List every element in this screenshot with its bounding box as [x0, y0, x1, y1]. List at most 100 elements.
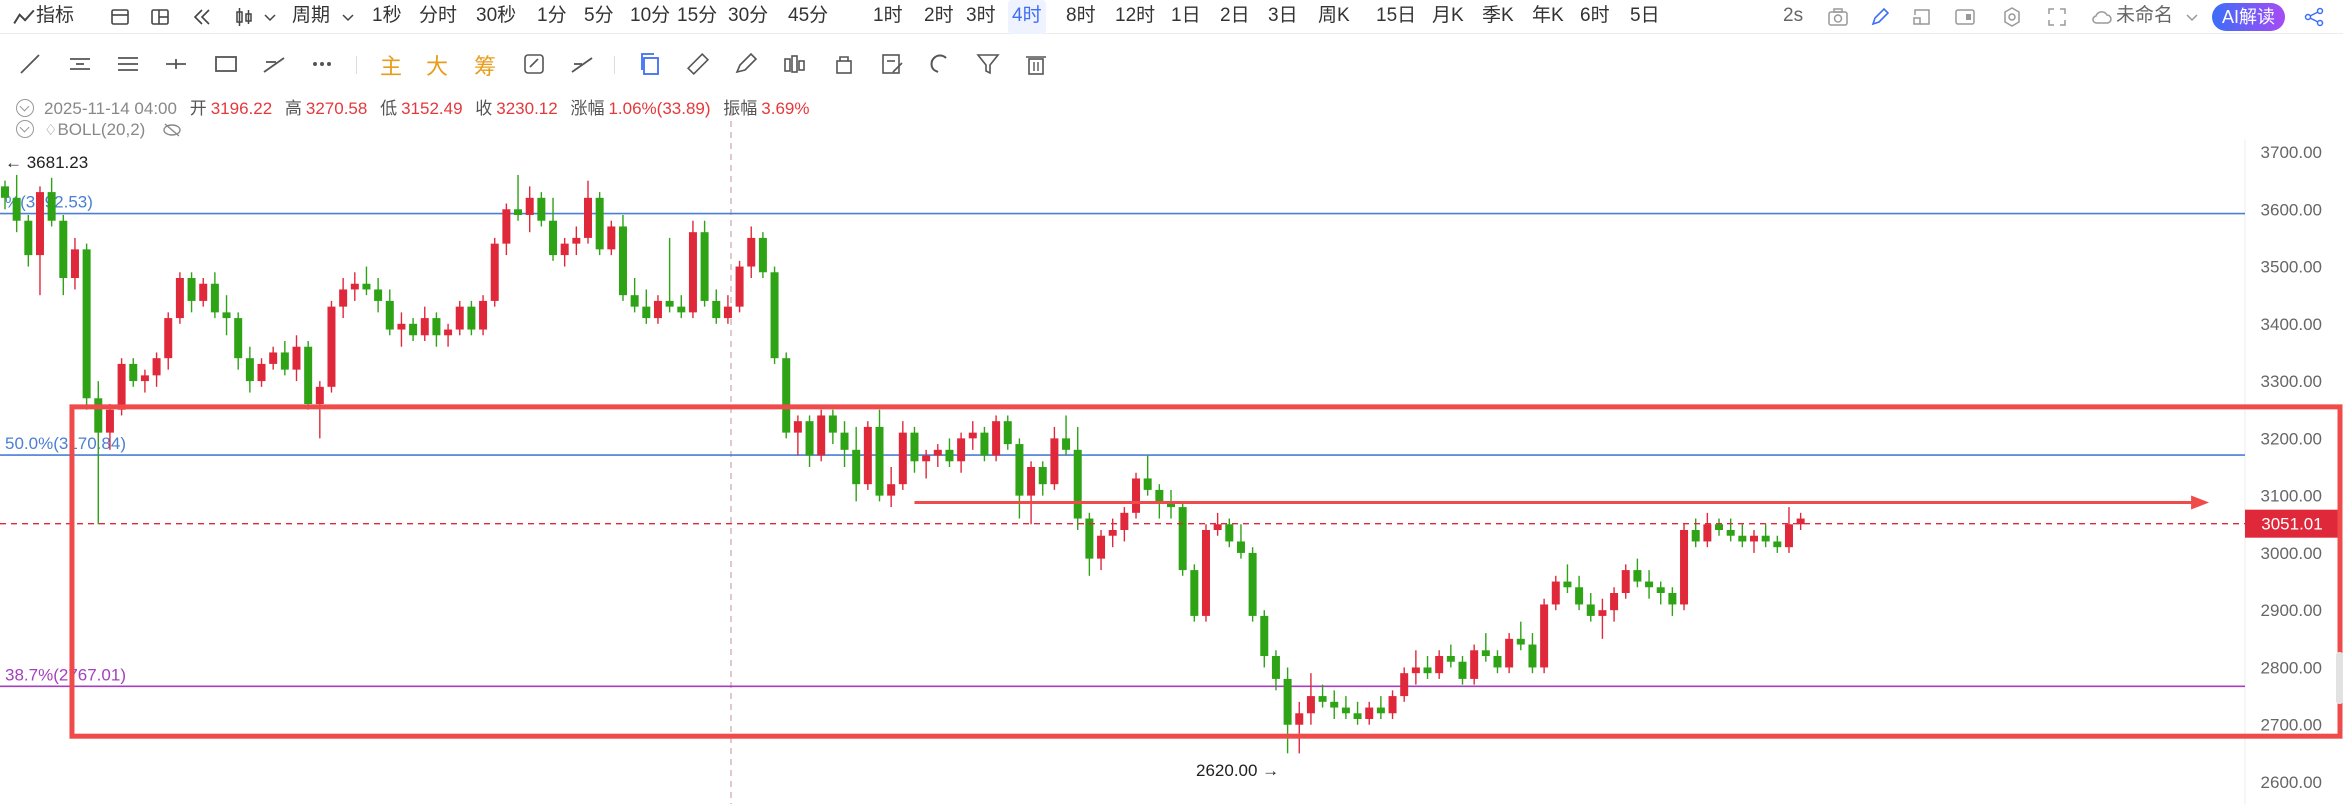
- interval-22[interactable]: 年K: [1532, 5, 1564, 26]
- interval-17[interactable]: 3日: [1268, 5, 1298, 26]
- horizontal-line-icon[interactable]: [162, 50, 190, 78]
- interval-6[interactable]: 15分: [677, 5, 718, 26]
- measure-icon[interactable]: [260, 50, 288, 78]
- candle-body: [758, 237, 767, 273]
- parallel-channel-icon[interactable]: [66, 50, 94, 78]
- indicator-button[interactable]: 指标: [36, 5, 75, 26]
- candle-body: [269, 352, 278, 364]
- interval-20[interactable]: 月K: [1432, 5, 1464, 26]
- scroll-handle: [2336, 652, 2343, 704]
- candle-body: [385, 300, 394, 330]
- drawing-toolbar: 主 大 筹: [0, 46, 2343, 84]
- bell-icon[interactable]: ♢: [44, 122, 58, 139]
- interval-11[interactable]: 3时: [966, 5, 996, 26]
- candle-body: [1738, 535, 1747, 542]
- period-button[interactable]: 周期: [292, 5, 331, 26]
- filter-icon[interactable]: [974, 50, 1002, 78]
- interval-10[interactable]: 2时: [924, 5, 954, 26]
- candle-body: [1341, 707, 1350, 714]
- interval-16[interactable]: 2日: [1220, 5, 1250, 26]
- large-order-tool[interactable]: 大: [426, 54, 449, 79]
- indicator-icon[interactable]: [12, 6, 35, 28]
- indicator-name[interactable]: BOLL(20,2): [57, 120, 146, 139]
- interval-21[interactable]: 季K: [1482, 5, 1514, 26]
- chevron-down-icon[interactable]: [336, 5, 354, 29]
- candlestick-icon[interactable]: [232, 5, 256, 29]
- more-icon[interactable]: [308, 50, 336, 78]
- candle-body: [175, 278, 184, 319]
- interval-13[interactable]: 8时: [1066, 5, 1096, 26]
- candle-body: [677, 306, 686, 313]
- interval-3[interactable]: 1分: [537, 5, 567, 26]
- interval-18[interactable]: 周K: [1318, 5, 1350, 26]
- collapse-icon[interactable]: [16, 99, 34, 117]
- chevron-down-icon[interactable]: [258, 5, 276, 29]
- interval-2[interactable]: 30秒: [476, 5, 517, 26]
- interval-23[interactable]: 6时: [1580, 5, 1610, 26]
- candle-body: [467, 306, 476, 330]
- trend-line-icon[interactable]: [16, 50, 44, 78]
- bars-icon[interactable]: [780, 50, 808, 78]
- interval-8[interactable]: 45分: [788, 5, 829, 26]
- interval-14[interactable]: 12时: [1115, 5, 1156, 26]
- cloud-icon[interactable]: [2090, 5, 2114, 29]
- share-icon[interactable]: [2302, 5, 2326, 29]
- resize-icon[interactable]: [1910, 5, 1934, 29]
- candle-body: [397, 323, 406, 330]
- candle-body: [47, 192, 56, 221]
- eye-hidden-icon[interactable]: [162, 122, 182, 143]
- interval-7[interactable]: 30分: [728, 5, 769, 26]
- rewind-icon[interactable]: [190, 5, 214, 29]
- refresh-rate[interactable]: 2s: [1783, 5, 1804, 26]
- interval-1[interactable]: 分时: [419, 5, 458, 26]
- fib-lines-icon[interactable]: [114, 50, 142, 78]
- rectangle-icon[interactable]: [212, 50, 240, 78]
- brush-icon[interactable]: [732, 50, 760, 78]
- interval-4[interactable]: 5分: [584, 5, 614, 26]
- fullscreen-icon[interactable]: [2045, 5, 2069, 29]
- candle-body: [595, 197, 604, 250]
- candle-body: [152, 358, 161, 376]
- interval-15[interactable]: 1日: [1171, 5, 1201, 26]
- interval-5[interactable]: 10分: [630, 5, 671, 26]
- interval-24[interactable]: 5日: [1630, 5, 1660, 26]
- candle-body: [1621, 570, 1630, 593]
- magnet-icon[interactable]: [926, 50, 954, 78]
- candle-body: [1050, 438, 1059, 485]
- sync-icon[interactable]: [520, 50, 548, 78]
- ai-analysis-button[interactable]: AI解读: [2212, 3, 2286, 31]
- interval-12[interactable]: 4时: [1008, 0, 1046, 34]
- lock-icon[interactable]: [830, 50, 858, 78]
- interval-19[interactable]: 15日: [1376, 5, 1417, 26]
- candle-body: [502, 209, 511, 244]
- trash-icon[interactable]: [1022, 50, 1050, 78]
- layout-name[interactable]: 未命名: [2116, 5, 2174, 26]
- chevron-down-icon[interactable]: [2180, 5, 2198, 29]
- main-force-tool[interactable]: 主: [380, 54, 403, 79]
- candle-body: [1656, 587, 1665, 593]
- candle-body: [210, 283, 219, 313]
- pen-icon[interactable]: [1868, 5, 1892, 29]
- edit-note-icon[interactable]: [878, 50, 906, 78]
- chip-distribution-tool[interactable]: 筹: [474, 54, 497, 79]
- collapse-icon[interactable]: [16, 120, 34, 138]
- copy-icon[interactable]: [636, 50, 664, 78]
- candle-body: [525, 197, 534, 215]
- gear-icon[interactable]: [2000, 5, 2024, 29]
- panel-icon[interactable]: [1953, 5, 1977, 29]
- camera-icon[interactable]: [1826, 5, 1850, 29]
- candle-body: [630, 295, 639, 307]
- calendar-icon[interactable]: [108, 5, 132, 29]
- annotation-box: [69, 404, 2343, 739]
- ruler-icon[interactable]: [684, 50, 712, 78]
- interval-0[interactable]: 1秒: [372, 5, 402, 26]
- hide-drawings-icon[interactable]: [568, 50, 596, 78]
- candle-body: [1015, 444, 1024, 496]
- toolbar-divider: [614, 56, 615, 74]
- candle-body: [315, 386, 324, 404]
- layout-icon[interactable]: [148, 5, 172, 29]
- interval-9[interactable]: 1时: [873, 5, 903, 26]
- candle-body: [1062, 438, 1071, 450]
- candle-body: [1645, 581, 1654, 588]
